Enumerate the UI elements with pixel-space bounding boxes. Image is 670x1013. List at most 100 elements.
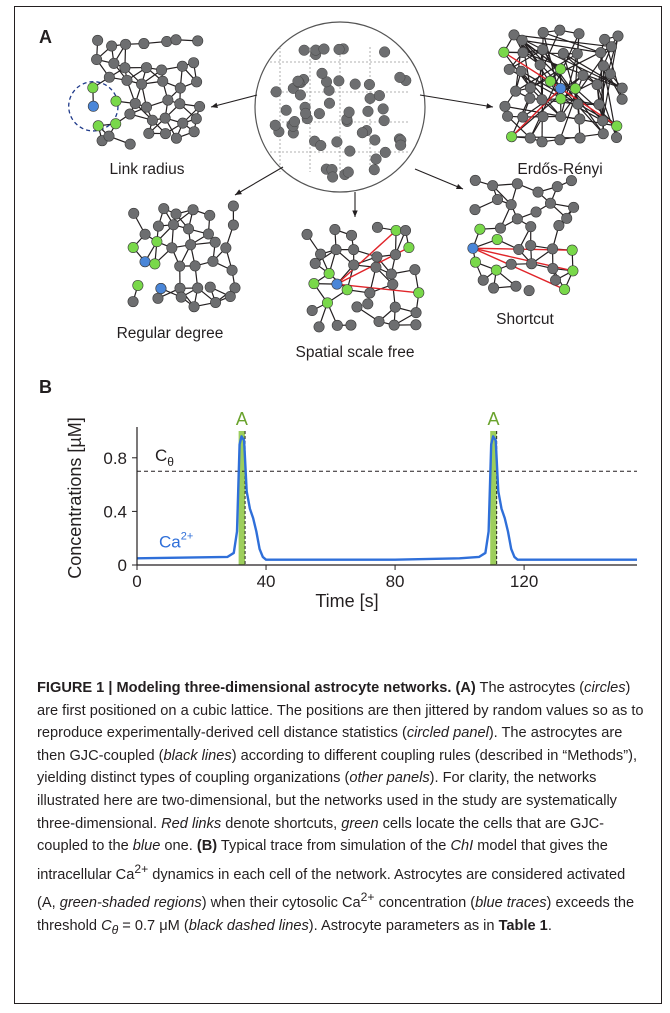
astrocyte-node — [394, 71, 406, 83]
astrocyte-node — [152, 220, 164, 232]
astrocyte-node — [159, 112, 171, 124]
astrocyte-node — [574, 113, 586, 125]
astrocyte-node — [224, 290, 236, 302]
astrocyte-node — [138, 38, 150, 50]
astrocyte-node — [555, 63, 567, 75]
astrocyte-node — [170, 132, 182, 144]
astrocyte-node — [209, 236, 221, 248]
astrocyte-node — [323, 268, 335, 280]
astrocyte-node — [119, 62, 131, 74]
panel-b-chart: A A Cθ Ca2+ 0 40 80 120 0 0.4 0.8 Time [s] Concentra… — [65, 409, 637, 611]
astrocyte-node — [498, 46, 510, 58]
caption-text: cells locate the cells that are GJC-coup… — [37, 815, 605, 855]
astrocyte-node — [363, 78, 375, 91]
caption-emph: green-shaded regions — [59, 895, 202, 912]
astrocyte-node — [220, 242, 232, 254]
astrocyte-node — [174, 82, 186, 94]
caption-text: one. — [160, 838, 193, 855]
astrocyte-node — [348, 244, 360, 256]
astrocyte-node — [508, 29, 520, 41]
astrocyte-node — [474, 223, 486, 235]
caption-text: ). The astrocytes are then GJC-coupled ( — [37, 725, 623, 764]
astrocyte-node — [87, 82, 99, 94]
astrocyte-node — [92, 120, 104, 132]
caption-text: ) when their cytosolic Ca — [201, 895, 361, 912]
astrocyte-node — [185, 239, 197, 251]
astrocyte-node — [155, 282, 167, 294]
caption-text: ) are first positioned on a cubic lattic… — [37, 680, 644, 742]
astrocyte-node — [333, 75, 345, 87]
astrocyte-node — [187, 204, 199, 216]
astrocyte-node — [301, 228, 313, 240]
astrocyte-node — [488, 282, 500, 294]
astrocyte-node — [487, 180, 499, 192]
caption-tag-b: (B) — [196, 838, 218, 855]
arrow — [234, 166, 284, 196]
astrocyte-node — [103, 71, 115, 83]
astrocyte-node — [110, 118, 122, 130]
caption-text: ). For clarity, the networks illustrated… — [37, 770, 617, 832]
caption-sup: 2+ — [360, 890, 375, 905]
caption-text: concentration ( — [374, 895, 476, 912]
astrocyte-node — [298, 44, 310, 56]
arrow-line — [234, 166, 284, 196]
astrocyte-node — [572, 98, 584, 110]
astrocyte-node — [591, 79, 603, 91]
astrocyte-node — [333, 43, 345, 55]
astrocyte-node — [559, 283, 571, 295]
astrocyte-node — [226, 264, 238, 276]
caption-text: denote shortcuts, — [221, 815, 342, 832]
astrocyte-node — [202, 228, 214, 240]
astrocyte-node — [378, 115, 390, 127]
astrocyte-node — [555, 93, 567, 105]
astrocyte-node — [103, 130, 115, 142]
astrocyte-node — [524, 132, 536, 144]
arrow-head — [486, 103, 493, 109]
astrocyte-node — [517, 111, 529, 123]
astrocyte-node — [573, 28, 585, 40]
astrocyte-node — [511, 213, 523, 225]
astrocyte-node — [377, 103, 389, 115]
astrocyte-node — [568, 201, 580, 213]
astrocyte-node — [188, 57, 200, 69]
label-erdos-renyi: Erdős-Rényi — [517, 161, 603, 178]
astrocyte-node — [292, 75, 304, 87]
caption-sup: 2+ — [134, 861, 149, 876]
arrow — [414, 168, 464, 190]
astrocyte-node — [561, 212, 573, 224]
astrocyte-node — [566, 244, 578, 256]
astrocyte-node — [166, 242, 178, 254]
astrocyte-node — [491, 233, 503, 245]
astrocyte-node — [395, 139, 407, 151]
coupling-link — [508, 49, 544, 70]
astrocyte-node — [389, 301, 401, 313]
coupling-link — [513, 34, 612, 48]
astrocyte-node — [192, 35, 204, 47]
arrow-line — [414, 168, 464, 190]
network-regular-degree — [127, 200, 241, 313]
network-shortcut — [467, 174, 580, 297]
astrocyte-node — [174, 260, 186, 272]
astrocyte-node — [170, 208, 182, 220]
caption-math: C — [101, 917, 112, 934]
astrocyte-node — [403, 241, 415, 253]
cubic-lattice-panel — [254, 21, 426, 193]
caption-text: model that gives the intracellular Ca — [37, 838, 608, 883]
astrocyte-node — [300, 107, 312, 119]
astrocyte-node — [162, 94, 174, 106]
panel-a-letter: A — [39, 27, 52, 47]
astrocyte-node — [110, 95, 122, 107]
astrocyte-node — [129, 97, 141, 109]
astrocyte-node — [379, 46, 391, 58]
x-tick-label: 120 — [510, 572, 538, 591]
astrocyte-node — [400, 225, 412, 237]
astrocyte-node — [523, 285, 535, 297]
astrocyte-node — [140, 62, 152, 74]
astrocyte-node — [167, 219, 179, 231]
caption-emph: Red links — [161, 815, 222, 832]
astrocyte-node — [313, 321, 325, 333]
astrocyte-node — [553, 220, 565, 232]
astrocyte-node — [229, 282, 241, 294]
link-radius-circle — [68, 80, 119, 132]
coupling-link — [543, 31, 601, 54]
